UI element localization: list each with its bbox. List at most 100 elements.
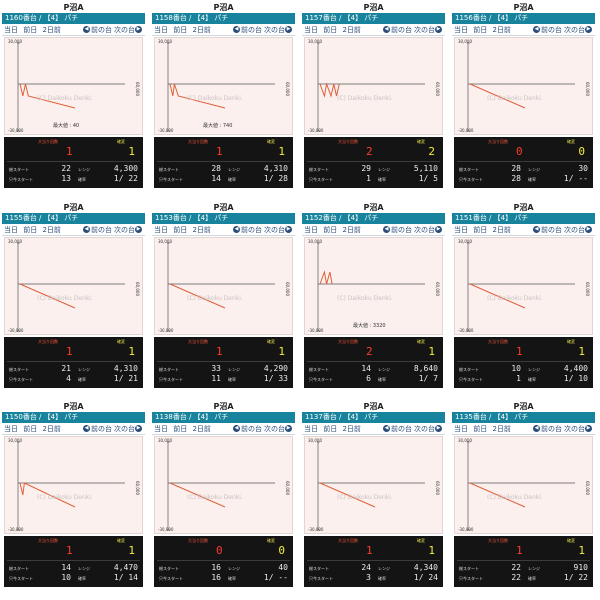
rensa-label: レンジ — [78, 367, 90, 372]
tab-prev-day[interactable]: 前日 — [473, 225, 488, 234]
tab-prev-day[interactable]: 前日 — [323, 25, 338, 34]
prev-machine-button[interactable]: ◀ 前の台 — [533, 225, 562, 234]
machine-header[interactable]: 1157番台 / 【4】 パチ — [302, 13, 445, 24]
machine-header[interactable]: 1153番台 / 【4】 パチ — [152, 213, 295, 224]
y-tick-bottom: -30,000 — [8, 527, 24, 532]
machine-header[interactable]: 1150番台 / 【4】 パチ — [2, 412, 145, 423]
prev-machine-button[interactable]: ◀ 前の台 — [83, 225, 112, 234]
just-start-label: 只今スタート — [159, 377, 183, 382]
next-machine-button[interactable]: 次の台 ▶ — [414, 25, 442, 34]
tab-two-days[interactable]: 2日前 — [42, 225, 61, 234]
tab-today[interactable]: 当日 — [4, 225, 18, 234]
rensa-value: 4,310 — [263, 164, 288, 173]
tab-today[interactable]: 当日 — [154, 25, 168, 34]
day-nav: 当日 前日 2日前 ◀ 前の台 次の台 ▶ — [2, 24, 145, 36]
tab-two-days[interactable]: 2日前 — [42, 424, 61, 433]
prev-machine-button[interactable]: ◀ 前の台 — [233, 225, 262, 234]
prev-machine-button[interactable]: ◀ 前の台 — [533, 424, 562, 433]
tab-today[interactable]: 当日 — [154, 225, 168, 234]
next-machine-button[interactable]: 次の台 ▶ — [264, 25, 292, 34]
tab-two-days[interactable]: 2日前 — [492, 25, 511, 34]
prev-machine-button[interactable]: ◀ 前の台 — [383, 225, 412, 234]
next-machine-button[interactable]: 次の台 ▶ — [564, 25, 592, 34]
machine-header[interactable]: 1160番台 / 【4】 パチ — [2, 13, 145, 24]
tab-two-days[interactable]: 2日前 — [492, 225, 511, 234]
kakuritsu-label: 確率 — [228, 377, 236, 382]
next-machine-button[interactable]: 次の台 ▶ — [114, 424, 142, 433]
tab-today[interactable]: 当日 — [304, 424, 318, 433]
prev-machine-button[interactable]: ◀ 前の台 — [233, 25, 262, 34]
tab-prev-day[interactable]: 前日 — [473, 424, 488, 433]
tab-two-days[interactable]: 2日前 — [342, 225, 361, 234]
y-tick-bottom: -30,000 — [158, 527, 174, 532]
tab-prev-day[interactable]: 前日 — [23, 225, 38, 234]
tab-prev-day[interactable]: 前日 — [173, 225, 188, 234]
tab-two-days[interactable]: 2日前 — [42, 25, 61, 34]
tab-today[interactable]: 当日 — [4, 424, 18, 433]
next-machine-button[interactable]: 次の台 ▶ — [564, 225, 592, 234]
machine-header[interactable]: 1158番台 / 【4】 パチ — [152, 13, 295, 24]
prev-machine-button[interactable]: ◀ 前の台 — [383, 25, 412, 34]
day-nav: 当日 前日 2日前 ◀ 前の台 次の台 ▶ — [302, 24, 445, 36]
tab-two-days[interactable]: 2日前 — [192, 424, 211, 433]
next-machine-button[interactable]: 次の台 ▶ — [114, 225, 142, 234]
total-start-value: 14 — [61, 563, 71, 572]
total-start-label: 総スタート — [159, 167, 179, 172]
next-machine-button[interactable]: 次の台 ▶ — [264, 424, 292, 433]
machine-header[interactable]: 1138番台 / 【4】 パチ — [152, 412, 295, 423]
slump-chart: 30,000 -30,000 60,000 (C) Daikoku Denki. — [454, 37, 593, 135]
next-machine-button[interactable]: 次の台 ▶ — [414, 225, 442, 234]
tab-today[interactable]: 当日 — [304, 225, 318, 234]
tab-today[interactable]: 当日 — [154, 424, 168, 433]
tab-prev-day[interactable]: 前日 — [173, 25, 188, 34]
next-machine-button[interactable]: 次の台 ▶ — [414, 424, 442, 433]
slump-svg — [17, 441, 125, 531]
tab-today[interactable]: 当日 — [454, 424, 468, 433]
prev-machine-button[interactable]: ◀ 前の台 — [233, 424, 262, 433]
chevron-left-icon: ◀ — [83, 425, 90, 432]
machine-header[interactable]: 1137番台 / 【4】 パチ — [302, 412, 445, 423]
y-tick-top: 30,000 — [458, 39, 472, 44]
tab-prev-day[interactable]: 前日 — [23, 25, 38, 34]
tab-two-days[interactable]: 2日前 — [342, 424, 361, 433]
machine-header[interactable]: 1152番台 / 【4】 パチ — [302, 213, 445, 224]
slump-chart: 30,000 -30,000 60,000 (C) Daikoku Denki. — [304, 37, 443, 135]
machine-header[interactable]: 1156番台 / 【4】 パチ — [452, 13, 595, 24]
tab-prev-day[interactable]: 前日 — [473, 25, 488, 34]
next-machine-button[interactable]: 次の台 ▶ — [114, 25, 142, 34]
next-machine-button[interactable]: 次の台 ▶ — [564, 424, 592, 433]
watermark: (C) Daikoku Denki. — [487, 494, 543, 501]
prev-machine-button[interactable]: ◀ 前の台 — [533, 25, 562, 34]
slump-svg — [17, 42, 125, 132]
tab-today[interactable]: 当日 — [454, 25, 468, 34]
tab-prev-day[interactable]: 前日 — [173, 424, 188, 433]
ohatari-value: 2 — [366, 345, 373, 358]
kakuritsu-label: 確率 — [378, 177, 386, 182]
tab-prev-day[interactable]: 前日 — [23, 424, 38, 433]
tab-today[interactable]: 当日 — [304, 25, 318, 34]
tab-two-days[interactable]: 2日前 — [492, 424, 511, 433]
ohatari-value: 0 — [516, 145, 523, 158]
y-tick-top: 30,000 — [158, 239, 172, 244]
prev-machine-button[interactable]: ◀ 前の台 — [383, 424, 412, 433]
day-nav: 当日 前日 2日前 ◀ 前の台 次の台 ▶ — [152, 423, 295, 435]
machine-name: P沼A — [363, 402, 384, 411]
rensa-label: レンジ — [378, 566, 390, 571]
next-machine-button[interactable]: 次の台 ▶ — [264, 225, 292, 234]
stats-panel: 大当り回数 確変 1 1 総スタート 22 レンジ 4,300 只今スタート 1… — [4, 137, 143, 188]
tab-two-days[interactable]: 2日前 — [342, 25, 361, 34]
stats-row: 只今スタート 6 確率 1/ 7 — [307, 374, 440, 383]
tab-two-days[interactable]: 2日前 — [192, 225, 211, 234]
prev-machine-button[interactable]: ◀ 前の台 — [83, 424, 112, 433]
machine-header[interactable]: 1135番台 / 【4】 パチ — [452, 412, 595, 423]
machine-header[interactable]: 1155番台 / 【4】 パチ — [2, 213, 145, 224]
tab-prev-day[interactable]: 前日 — [323, 225, 338, 234]
tab-prev-day[interactable]: 前日 — [323, 424, 338, 433]
prev-machine-button[interactable]: ◀ 前の台 — [83, 25, 112, 34]
tab-today[interactable]: 当日 — [454, 225, 468, 234]
tab-today[interactable]: 当日 — [4, 25, 18, 34]
machine-header[interactable]: 1151番台 / 【4】 パチ — [452, 213, 595, 224]
divider — [307, 361, 440, 362]
tab-two-days[interactable]: 2日前 — [192, 25, 211, 34]
